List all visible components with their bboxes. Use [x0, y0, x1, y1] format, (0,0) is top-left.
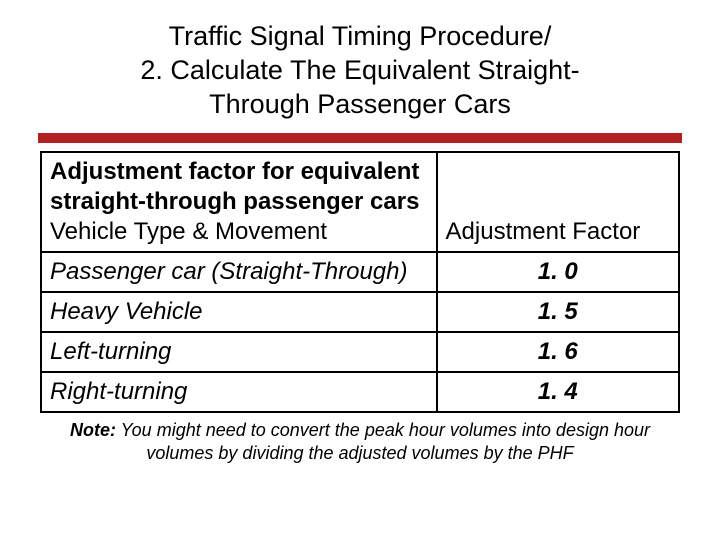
row-value: 1. 6 — [437, 332, 679, 372]
accent-bar — [38, 133, 682, 143]
table-row: Heavy Vehicle 1. 5 — [41, 292, 679, 332]
note-text: You might need to convert the peak hour … — [116, 420, 650, 463]
note-label: Note: — [70, 420, 116, 440]
footnote: Note: You might need to convert the peak… — [30, 419, 690, 464]
table-header-cell: Adjustment factor for equivalent straigh… — [41, 152, 437, 252]
row-value: 1. 0 — [437, 252, 679, 292]
table-header-row: Adjustment factor for equivalent straigh… — [41, 152, 679, 252]
row-value: 1. 5 — [437, 292, 679, 332]
row-label: Right-turning — [41, 372, 437, 412]
adjustment-table: Adjustment factor for equivalent straigh… — [40, 151, 680, 413]
row-value: 1. 4 — [437, 372, 679, 412]
column-header-2: Adjustment Factor — [437, 152, 679, 252]
row-label: Heavy Vehicle — [41, 292, 437, 332]
table-row: Passenger car (Straight-Through) 1. 0 — [41, 252, 679, 292]
slide-title: Traffic Signal Timing Procedure/ 2. Calc… — [30, 20, 690, 121]
row-label: Left-turning — [41, 332, 437, 372]
title-line-3: Through Passenger Cars — [209, 89, 511, 119]
table-caption: Adjustment factor for equivalent straigh… — [50, 157, 428, 217]
table-row: Right-turning 1. 4 — [41, 372, 679, 412]
title-line-2: 2. Calculate The Equivalent Straight- — [140, 55, 579, 85]
row-label: Passenger car (Straight-Through) — [41, 252, 437, 292]
table-row: Left-turning 1. 6 — [41, 332, 679, 372]
title-line-1: Traffic Signal Timing Procedure/ — [169, 21, 552, 51]
column-header-1: Vehicle Type & Movement — [50, 217, 428, 247]
